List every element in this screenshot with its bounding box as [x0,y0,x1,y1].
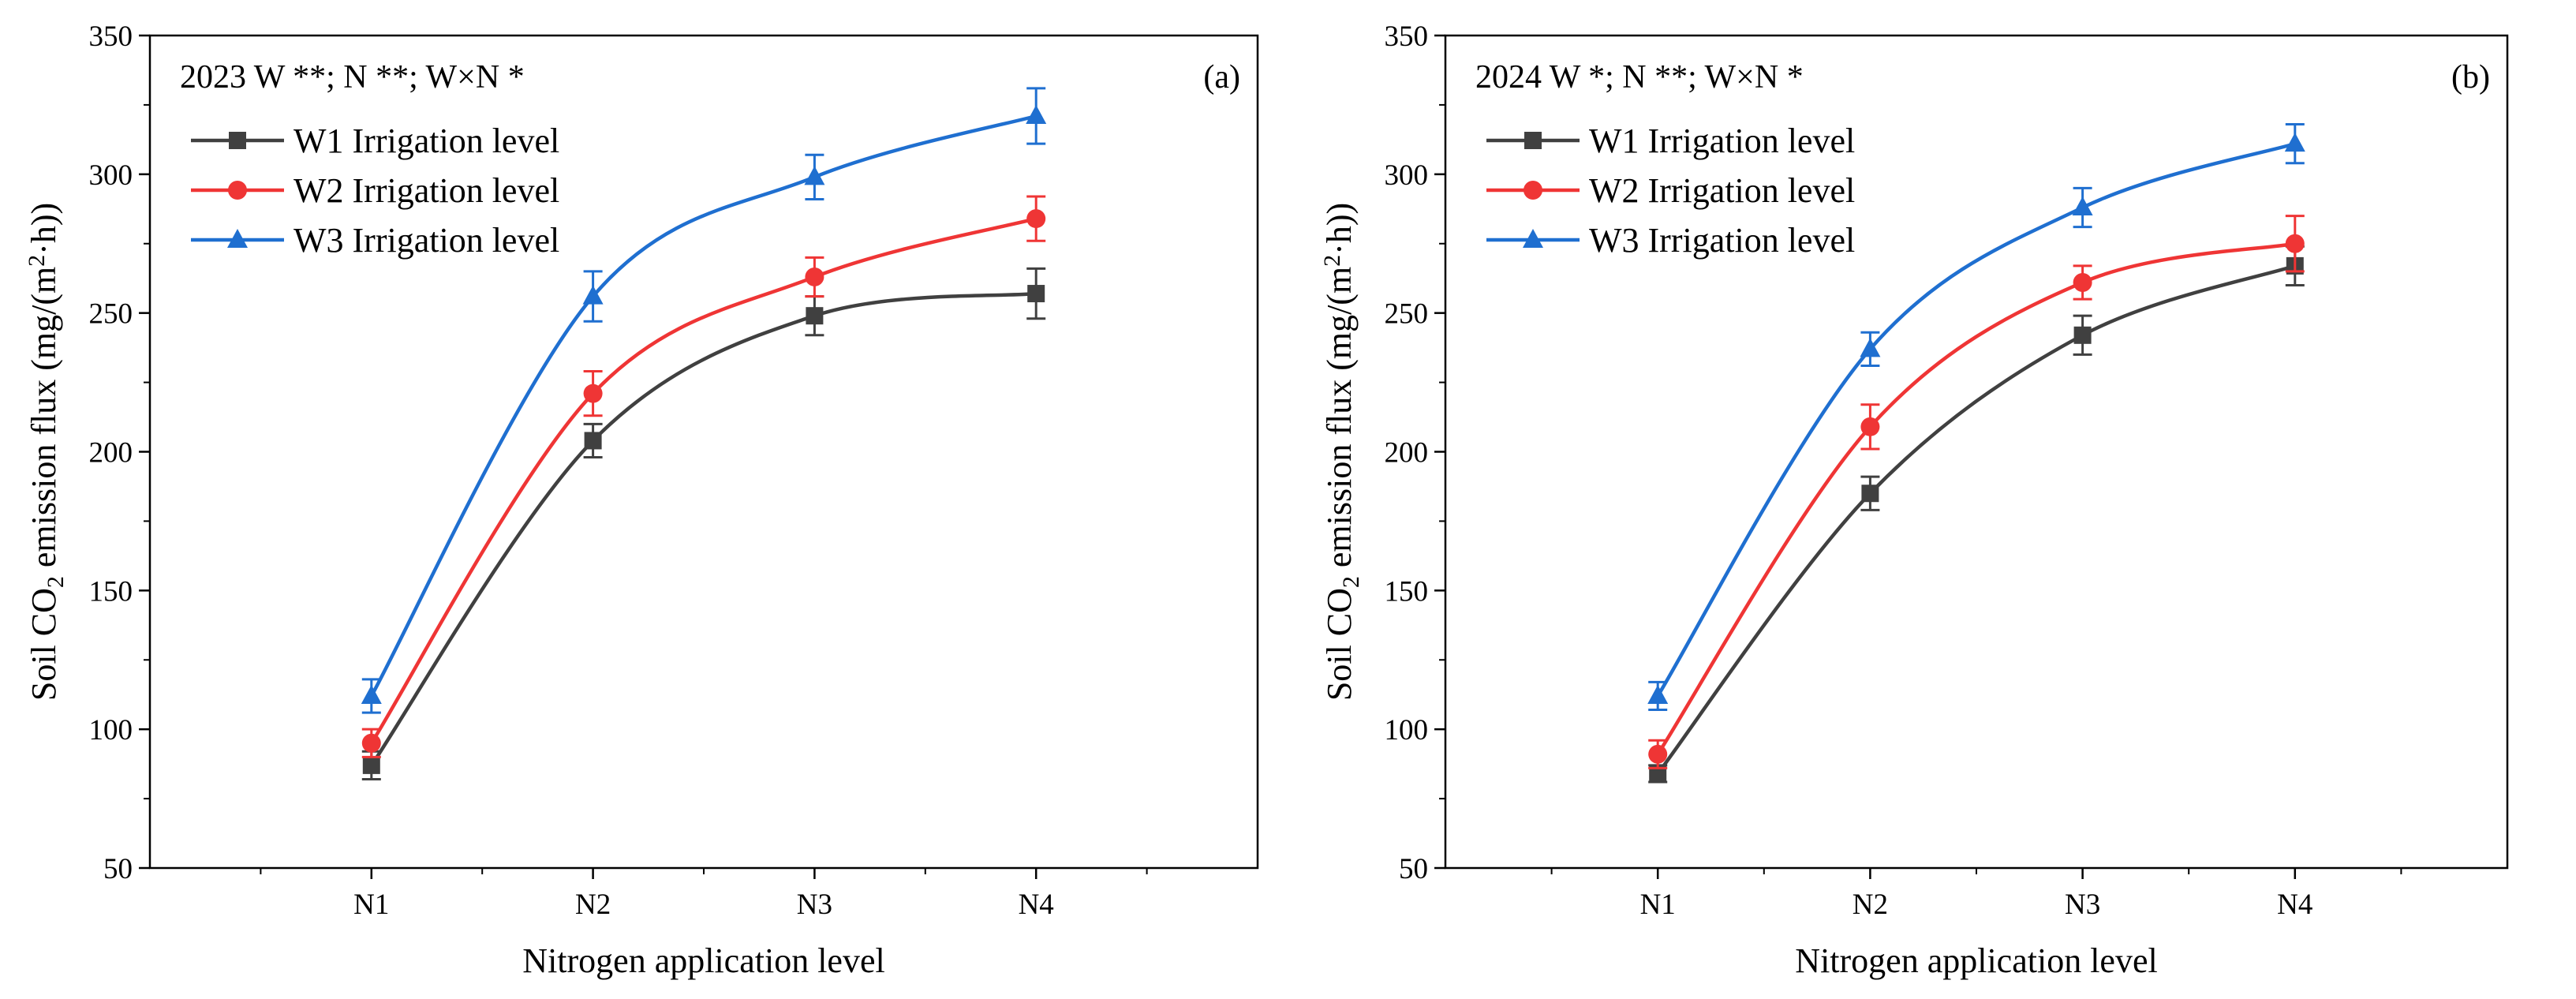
chart-panel-a: 50 100 150 200 250 300 350 N1 N2 N3 N4 Nitrogen app… [24,21,1259,980]
data-point [804,166,825,185]
legend-marker [1524,181,1542,200]
series-line [1656,241,2296,756]
y-axis-label: Soil CO2 emission flux (mg/(m2·h)) [1319,203,1364,701]
legend-label: W2 Irrigation level [293,171,559,210]
legend-label: W3 Irrigation level [293,221,559,260]
panel-label: (b) [2451,59,2490,95]
legend-marker [228,181,247,200]
x-axis-label: Nitrogen application level [522,941,884,980]
y-tick-label: 100 [89,714,133,746]
series-2 [361,195,1046,758]
y-axis-label-part: 2 [24,255,50,267]
chart-panel-b: 50 100 150 200 250 300 350 N1 N2 N3 N4 Nitrogen app… [1319,21,2509,980]
legend-marker [229,132,246,149]
series-2 [1648,215,2305,769]
series-line [1656,141,2296,698]
series-3 [361,87,1047,714]
data-point [2285,234,2305,253]
data-point [361,684,382,704]
series-line [369,216,1037,744]
y-tick-label: 300 [1385,159,1429,192]
y-axis-label-part: ·h)) [1320,203,1359,255]
y-tick-label: 50 [103,853,133,885]
significance-annotation: 2023 W **; N **; W×N * [180,59,525,95]
y-tick-label: 150 [89,575,133,608]
data-point [1027,285,1045,303]
legend-marker [227,229,248,248]
data-point [1648,744,1668,764]
data-point [1026,104,1047,124]
data-point [362,756,380,774]
y-tick-label: 250 [1385,298,1429,331]
plot-frame [1444,34,2509,870]
x-tick-label: N3 [797,889,832,921]
y-tick-label: 100 [1385,714,1429,746]
y-tick-label: 200 [89,437,133,470]
data-point [1860,338,1881,357]
data-point [1026,209,1046,229]
y-axis-label-part: 2 [1338,576,1364,588]
series-1 [1648,245,2305,784]
legend-label: W2 Irrigation level [1589,171,1855,210]
data-point [2073,326,2092,344]
y-axis-label-part: Soil CO [1320,588,1359,701]
data-point [361,733,381,753]
legend-label: W1 Irrigation level [293,122,559,160]
data-point [806,307,824,325]
series-line [1656,264,2296,775]
y-axis-label-part: emission flux (mg/(m [24,267,63,576]
data-point [1861,485,1879,503]
data-point [2284,133,2305,152]
x-tick-label: N1 [1640,889,1676,921]
y-tick-label: 50 [1399,853,1428,885]
legend-label: W3 Irrigation level [1589,221,1855,260]
plot-frame [148,34,1259,870]
panel-label: (a) [1203,59,1240,95]
x-tick-label: N4 [2277,889,2312,921]
y-tick-label: 200 [1385,437,1429,470]
data-point [1860,417,1880,436]
data-point [584,432,602,450]
y-tick-label: 150 [1385,575,1429,608]
x-tick-label: N4 [1019,889,1054,921]
data-point [582,285,604,305]
series-1 [361,267,1046,780]
y-axis-label-part: ·h)) [24,203,63,255]
series-3 [1647,123,2305,712]
y-tick-label: 300 [89,159,133,192]
y-tick-label: 250 [89,298,133,331]
legend: W1 Irrigation level W2 Irrigation level W3… [191,122,559,260]
data-point [1649,765,1667,783]
y-tick-label: 350 [1385,21,1429,53]
data-point [1647,684,1669,704]
significance-annotation: 2024 W *; N **; W×N * [1475,59,1804,95]
legend-label: W1 Irrigation level [1589,122,1855,160]
x-tick-label: N3 [2065,889,2100,921]
series-line [369,114,1037,698]
y-axis-label-part: 2 [43,576,69,588]
series-line [369,291,1037,767]
x-axis-label: Nitrogen application level [1795,941,2157,980]
data-point [805,267,824,286]
x-tick-label: N2 [1853,889,1888,921]
y-axis-label-part: 2 [1319,255,1345,267]
legend-marker [1524,132,1542,149]
data-point [583,384,603,403]
x-tick-label: N2 [575,889,611,921]
y-axis-label-part: emission flux (mg/(m [1320,267,1359,576]
data-point [2072,196,2093,216]
y-tick-label: 350 [89,21,133,53]
y-axis-label: Soil CO2 emission flux (mg/(m2·h)) [24,203,69,701]
legend: W1 Irrigation level W2 Irrigation level W3… [1486,122,1855,260]
legend-marker [1523,229,1543,248]
y-axis-label-part: Soil CO [24,588,63,701]
data-point [2073,272,2092,292]
x-tick-label: N1 [353,889,389,921]
